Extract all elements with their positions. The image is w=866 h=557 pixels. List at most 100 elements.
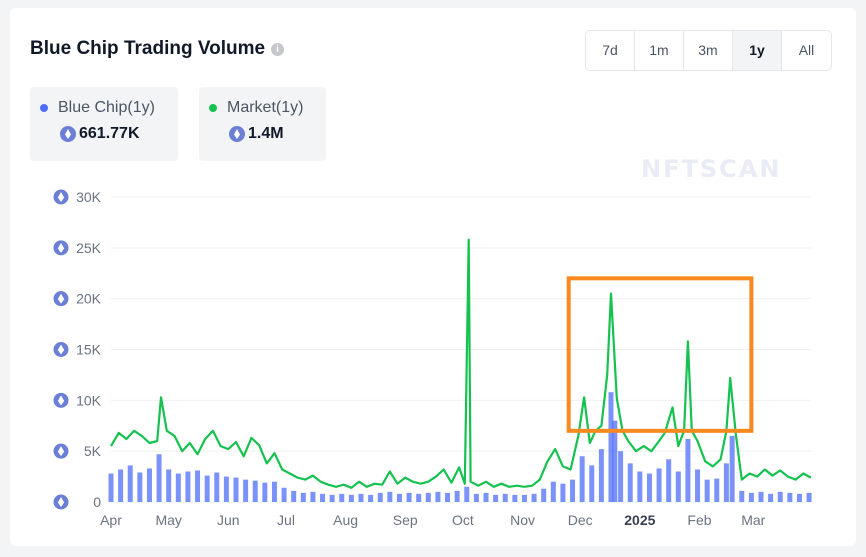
bluechip-stat[interactable]: Blue Chip(1y) 661.77K xyxy=(30,87,178,161)
bluechip-bar xyxy=(695,469,701,502)
x-tick-label: Aug xyxy=(333,512,358,528)
bluechip-bar xyxy=(445,492,451,502)
bluechip-bar xyxy=(550,481,556,502)
bluechip-bar xyxy=(521,494,527,502)
bluechip-bar xyxy=(137,472,143,502)
range-all-button[interactable]: All xyxy=(798,42,815,58)
x-tick-label: May xyxy=(155,512,181,528)
bluechip-bar xyxy=(656,468,662,502)
y-tick-label: 30K xyxy=(76,189,102,205)
bluechip-bar xyxy=(493,494,499,502)
bluechip-bar xyxy=(146,468,152,502)
range-7d-button[interactable]: 7d xyxy=(586,31,635,70)
bluechip-bar xyxy=(704,479,710,502)
eth-icon-glyph xyxy=(57,395,65,406)
bluechip-bar xyxy=(758,491,764,502)
x-tick-label: Nov xyxy=(510,512,535,528)
range-3m-button[interactable]: 3m xyxy=(684,31,733,70)
eth-icon-glyph xyxy=(57,497,65,507)
eth-icon-glyph xyxy=(57,344,65,355)
bluechip-bar xyxy=(777,491,783,502)
bluechip-bar xyxy=(175,473,181,502)
bluechip-bar xyxy=(473,493,479,502)
bluechip-bar xyxy=(612,420,618,502)
bluechip-bar xyxy=(252,480,258,502)
info-icon[interactable]: i xyxy=(271,42,285,56)
bluechip-bar xyxy=(598,449,604,502)
nftscan-watermark: NFTSCAN xyxy=(641,155,782,183)
bluechip-bar xyxy=(387,491,393,502)
chart-title: Blue Chip Trading Volume xyxy=(30,38,266,59)
bluechip-bar xyxy=(646,473,652,502)
bluechip-bar xyxy=(195,470,201,502)
bluechip-bar xyxy=(329,494,335,502)
bluechip-bar xyxy=(127,465,133,502)
bluechip-bar xyxy=(243,479,249,502)
x-tick-label: Oct xyxy=(452,512,474,528)
bluechip-bar xyxy=(262,482,268,502)
bluechip-bar xyxy=(560,483,566,502)
eth-icon-glyph xyxy=(57,242,65,253)
bluechip-bar xyxy=(685,438,691,502)
market-stat[interactable]: Market(1y) 1.4M xyxy=(199,87,326,161)
bluechip-bar xyxy=(108,473,114,502)
bluechip-stat-label: Blue Chip(1y) xyxy=(58,99,155,116)
bluechip-bar xyxy=(637,471,643,502)
bluechip-bar xyxy=(739,490,745,502)
bluechip-bar xyxy=(406,492,412,502)
bluechip-bar xyxy=(223,476,229,502)
bluechip-bar xyxy=(310,491,316,502)
bluechip-bar xyxy=(714,478,720,502)
bluechip-bar xyxy=(512,494,518,502)
market-stat-label: Market(1y) xyxy=(227,99,304,116)
bluechip-bar xyxy=(806,492,812,502)
y-tick-label: 25K xyxy=(76,240,102,256)
bluechip-bar xyxy=(723,463,729,502)
bluechip-stat-value: 661.77K xyxy=(79,125,140,142)
market-series-line xyxy=(110,238,812,489)
bluechip-legend-dot xyxy=(40,104,48,112)
y-tick-label: 15K xyxy=(76,342,102,358)
range-1y-button[interactable]: 1y xyxy=(733,31,782,70)
x-tick-label: Mar xyxy=(741,512,765,528)
bluechip-bar xyxy=(281,487,287,502)
bluechip-bar xyxy=(666,459,672,502)
eth-icon-glyph xyxy=(57,293,65,304)
bluechip-bar xyxy=(320,493,326,502)
bluechip-bar xyxy=(796,493,802,502)
bluechip-bar xyxy=(348,494,354,502)
bluechip-bar xyxy=(454,490,460,502)
bluechip-bar xyxy=(214,472,220,502)
bluechip-bar xyxy=(531,493,537,502)
bluechip-bar xyxy=(435,491,441,502)
x-tick-label: Dec xyxy=(568,512,593,528)
bluechip-bar xyxy=(185,471,191,502)
market-stat-value: 1.4M xyxy=(248,125,284,142)
bluechip-bar xyxy=(675,471,681,502)
x-tick-label: Sep xyxy=(393,512,418,528)
eth-icon-glyph xyxy=(57,192,65,202)
y-tick-label: 20K xyxy=(76,291,102,307)
bluechip-bar xyxy=(541,488,547,502)
range-1m-button[interactable]: 1m xyxy=(635,31,684,70)
y-tick-label: 10K xyxy=(76,392,102,408)
bluechip-bar xyxy=(118,469,124,502)
y-tick-label: 0 xyxy=(93,494,101,510)
bluechip-bar xyxy=(729,435,735,502)
market-legend-dot xyxy=(209,104,217,112)
bluechip-bar xyxy=(608,392,614,502)
highlight-box xyxy=(566,276,754,433)
bluechip-bar xyxy=(618,451,624,502)
bluechip-bar xyxy=(291,490,297,502)
bluechip-bar xyxy=(396,493,402,502)
time-range-selector: 7d 1m 3m 1y All xyxy=(585,30,832,71)
eth-icon-glyph xyxy=(57,446,65,457)
bluechip-bar xyxy=(502,493,508,502)
chart-title-row: Blue Chip Trading Volume i xyxy=(30,38,285,60)
bluechip-bar xyxy=(589,465,595,502)
y-tick-label: 5K xyxy=(84,443,102,459)
bluechip-bar xyxy=(579,456,585,502)
bluechip-bar xyxy=(748,492,754,502)
bluechip-bar xyxy=(416,493,422,502)
